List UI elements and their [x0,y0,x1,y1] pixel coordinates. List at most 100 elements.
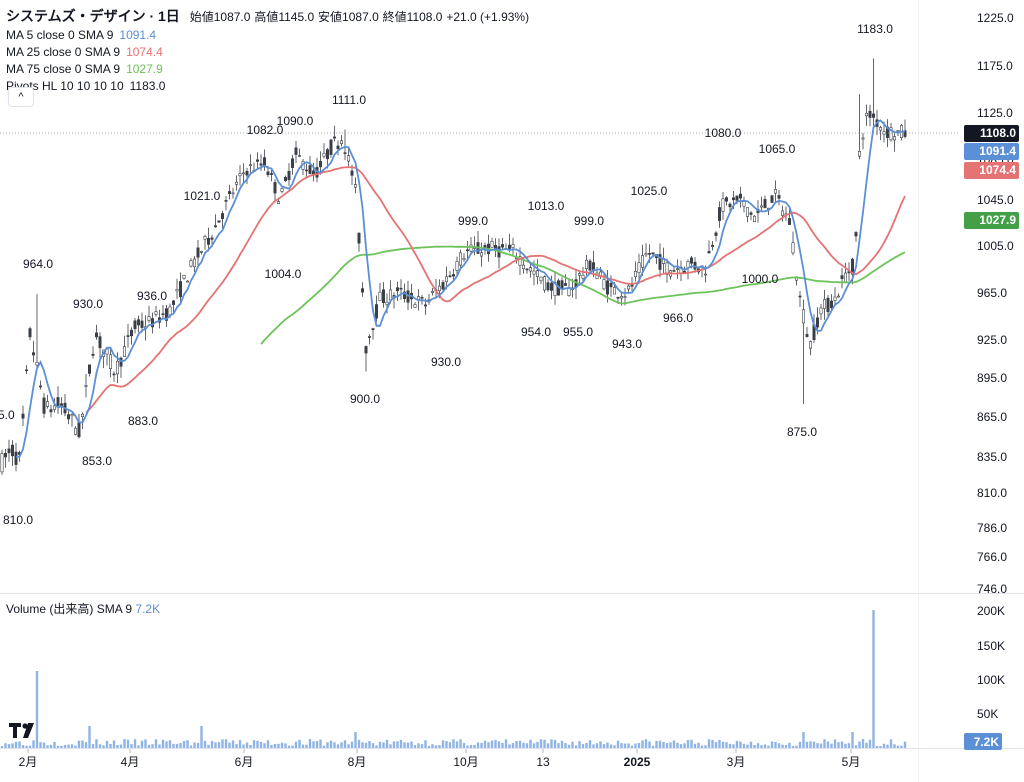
candle-body [119,357,123,367]
candle-body [24,369,28,372]
pivot-label: 1013.0 [528,199,565,213]
volume-bar [816,743,819,748]
price-tick-label: 1005.0 [977,239,1014,253]
volume-bar [165,741,168,748]
candle-body [833,296,837,301]
candle-body [4,452,8,458]
pivot-label: 1021.0 [184,189,221,203]
volume-bar [221,739,224,748]
time-tick-label: 3月 [727,755,746,769]
candle-body [451,274,455,277]
volume-bar [795,745,798,748]
candle-body [56,397,60,406]
candle-body [182,274,186,279]
ohlc-close: 終値1108.0 [382,10,443,24]
volume-bar [305,744,308,748]
ma75-line [260,245,906,345]
volume-bar [557,743,560,748]
volume-bar [126,739,130,748]
candle-body [221,213,225,219]
candle-body [850,258,854,275]
symbol-title: システムズ・デザイン · 1日 [6,8,180,24]
candle-body [308,165,312,174]
volume-bar [532,743,536,748]
volume-bar [487,742,490,748]
volume-bar [280,742,284,748]
candle-body [864,112,868,117]
volume-bar [669,742,672,748]
volume-bar [777,743,781,748]
volume-bar [112,740,116,748]
indicator-ma5[interactable]: MA 5 close 0 SMA 9 1091.4 [6,28,157,42]
candle-body [623,296,627,298]
candle-body [539,276,543,282]
volume-bar [396,741,399,748]
volume-bar [333,742,336,748]
indicator-ma25[interactable]: MA 25 close 0 SMA 9 1074.4 [6,45,163,59]
volume-bar [399,739,403,748]
candle-body [577,273,581,276]
candle-body [399,287,403,290]
candle-body [179,281,183,298]
volume-bar [651,745,655,748]
volume-bar [784,745,788,748]
candle-body [787,218,791,225]
volume-bar [480,742,483,748]
candle-body [581,274,585,279]
candle-body [465,249,469,252]
candle-body [165,308,169,321]
candle-body [161,313,165,316]
pivot-label: 1111.0 [332,93,366,107]
indicator-pivots[interactable]: Pivots HL 10 10 10 10 1183.0 [6,79,166,93]
volume-bar [287,745,291,748]
volume-legend[interactable]: Volume (出来高) SMA 9 7.2K [6,602,161,616]
volume-bar [308,739,312,748]
ohlc-high: 高値1145.0 [254,10,315,24]
volume-bar [448,742,452,748]
volume-bar [182,741,186,748]
volume-bar [518,740,522,748]
volume-badge-label: 7.2K [974,735,1000,749]
volume-bar [882,743,886,748]
volume-bar [133,739,137,748]
volume-bar [14,741,18,748]
volume-bar [434,745,438,748]
candle-body [52,405,56,410]
candle-body [682,270,686,273]
pivot-label: 1065.0 [759,142,796,156]
candle-body [353,184,357,188]
candle-body [287,170,291,181]
volume-bar [4,743,7,748]
candle-body [532,270,536,275]
volume-bar [361,742,364,748]
candle-body [388,289,392,301]
candle-body [224,200,228,202]
candle-body [868,110,872,118]
volume-bar [644,739,648,748]
indicator-ma75[interactable]: MA 75 close 0 SMA 9 1027.9 [6,62,163,76]
pivot-label: 930.0 [73,297,103,311]
volume-bar [802,732,805,748]
volume-bar [476,742,480,748]
candle-body [276,201,280,205]
volume-bar [903,741,907,748]
candle-body [469,244,473,252]
pivot-label: 900.0 [350,392,380,406]
pivot-label: 999.0 [574,214,604,228]
volume-bar [364,742,368,748]
volume-bar [896,745,900,748]
candle-body [322,152,326,157]
volume-bar [91,744,95,748]
legend-collapse-button[interactable]: ^ [8,87,34,107]
candle-body [735,195,739,201]
candle-body [133,320,137,330]
candle-body [672,270,676,272]
candle-body [780,210,784,216]
candle-body [717,207,721,221]
volume-bar [805,741,809,748]
candle-body [140,320,144,328]
candle-body [11,444,15,457]
volume-bar [196,742,200,748]
volume-bar [63,744,67,748]
